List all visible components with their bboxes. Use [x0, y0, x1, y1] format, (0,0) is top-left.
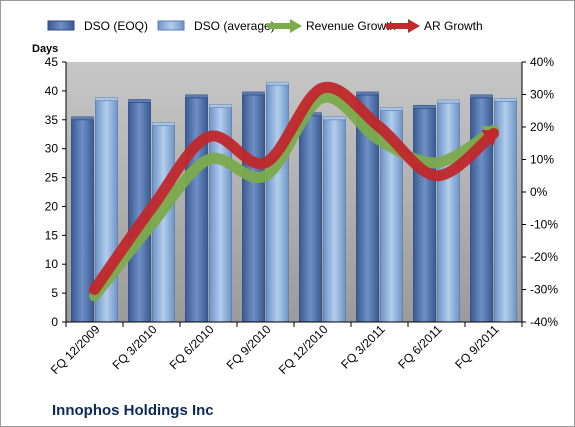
- y-tick-label-left-9: 45: [45, 55, 59, 69]
- bar-top-dso-eoq-7: [470, 94, 493, 99]
- y-tick-label-left-7: 35: [45, 113, 59, 127]
- bar-dso-average-6: [437, 102, 460, 323]
- y-tick-label-left-6: 30: [45, 142, 59, 156]
- legend-label-revenue-growth: Revenue Growth: [306, 19, 396, 33]
- legend-label-dso-eoq: DSO (EOQ): [84, 19, 148, 33]
- bar-top-dso-eoq-2: [185, 94, 208, 99]
- chart-title: Innophos Holdings Inc: [52, 402, 214, 419]
- legend-swatch-dso-average: [157, 20, 185, 31]
- growth-lines-layer: [89, 81, 499, 302]
- y-tick-label-left-4: 20: [45, 199, 59, 213]
- bar-dso-eoq-2: [185, 97, 208, 323]
- bar-top-dso-average-2: [209, 104, 232, 108]
- y-tick-label-right-4: 0%: [530, 185, 548, 199]
- y-tick-label-left-0: 0: [51, 315, 58, 329]
- y-tick-label-right-1: -30%: [530, 283, 558, 297]
- y-tick-label-left-1: 5: [51, 286, 58, 300]
- bar-top-dso-average-7: [494, 98, 517, 102]
- legend-arrow-ar-growth: [408, 19, 420, 33]
- legend-label-dso-average: DSO (average): [194, 19, 275, 33]
- bar-top-dso-average-5: [380, 107, 403, 111]
- bar-top-dso-eoq-1: [128, 99, 151, 103]
- y-tick-label-right-6: 20%: [530, 120, 554, 134]
- bar-dso-eoq-6: [413, 107, 436, 323]
- bar-top-dso-average-3: [266, 81, 289, 86]
- line-ar-growth: [89, 81, 499, 295]
- bar-top-dso-average-6: [437, 99, 460, 104]
- legend-label-ar-growth: AR Growth: [424, 19, 483, 33]
- y-tick-label-right-5: 10%: [530, 153, 554, 167]
- bar-dso-average-3: [266, 84, 289, 323]
- line-revenue-growth: [89, 91, 499, 302]
- legend: DSO (EOQ) DSO (average) Revenue Growth AR G…: [47, 19, 483, 33]
- arrowhead-ar-growth: [481, 129, 499, 147]
- bar-top-dso-average-4: [323, 116, 346, 121]
- bar-top-dso-eoq-5: [356, 91, 379, 96]
- bar-dso-eoq-3: [242, 94, 265, 323]
- y-tick-label-right-8: 40%: [530, 55, 554, 69]
- y-tick-label-left-2: 10: [45, 257, 59, 271]
- y-tick-label-right-3: -10%: [530, 218, 558, 232]
- bar-top-dso-average-1: [152, 122, 175, 126]
- y-tick-label-left-5: 25: [45, 171, 59, 185]
- bar-dso-average-4: [323, 119, 346, 323]
- y-tick-label-left-8: 40: [45, 84, 59, 98]
- y-axis-title: Days: [32, 43, 58, 55]
- y-tick-label-right-2: -20%: [530, 250, 558, 264]
- legend-arrow-revenue-growth: [290, 19, 302, 33]
- legend-swatch-dso-eoq: [47, 20, 75, 31]
- bar-top-dso-eoq-0: [71, 116, 94, 121]
- y-tick-label-right-7: 30%: [530, 88, 554, 102]
- y-tick-label-right-0: -40%: [530, 315, 558, 329]
- y-tick-label-left-3: 15: [45, 228, 59, 242]
- bar-top-dso-average-0: [95, 97, 118, 101]
- bar-dso-eoq-4: [299, 115, 322, 323]
- bar-top-dso-eoq-3: [242, 91, 265, 96]
- bar-top-dso-eoq-6: [413, 104, 436, 109]
